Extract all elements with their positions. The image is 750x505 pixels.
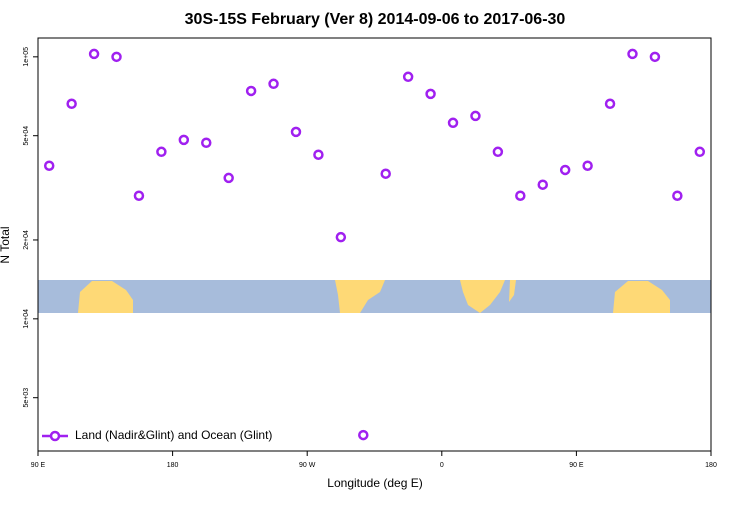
point [537, 179, 548, 190]
point [402, 71, 414, 83]
map-strip [38, 280, 711, 313]
point [380, 168, 391, 179]
point [559, 164, 571, 176]
point [470, 110, 481, 122]
point [358, 429, 369, 441]
y-tick-label: 1e+04 [23, 309, 30, 329]
x-tick-label: 180 [705, 462, 717, 469]
point [66, 98, 77, 110]
plot-frame [37, 37, 712, 452]
y-tick-label: 5e+03 [23, 388, 30, 408]
point [582, 160, 593, 171]
point [694, 146, 706, 158]
point [425, 88, 436, 100]
x-tick-label: 90 W [299, 462, 316, 469]
x-axis-label: Longitude (deg E) [327, 476, 422, 490]
legend-marker [49, 430, 61, 442]
point [290, 126, 302, 138]
point [627, 48, 638, 60]
x-tick-label: 90 E [31, 462, 46, 469]
x-tick-label: 180 [167, 462, 179, 469]
point [492, 146, 504, 158]
y-axis-label: N Total [0, 226, 12, 263]
x-tick-label: 0 [440, 462, 444, 469]
y-tick-label: 1e+05 [23, 47, 30, 67]
y-tick-label: 2e+04 [23, 230, 30, 250]
point [268, 78, 279, 90]
y-tick-label: 5e+04 [23, 126, 30, 146]
point [672, 190, 683, 201]
point [604, 98, 616, 110]
chart-title: 30S-15S February (Ver 8) 2014-09-06 to 2… [185, 11, 566, 28]
point [515, 190, 526, 201]
point [649, 51, 661, 63]
x-tick-label: 90 E [569, 462, 584, 469]
legend-label: Land (Nadir&Glint) and Ocean (Glint) [75, 428, 272, 442]
point [223, 172, 234, 184]
point [156, 146, 167, 158]
point [313, 149, 324, 160]
point [43, 160, 55, 171]
point [245, 85, 257, 97]
point [111, 51, 122, 63]
point [447, 117, 459, 129]
point [335, 231, 347, 243]
point [88, 48, 100, 60]
point [133, 190, 145, 201]
point [178, 134, 190, 146]
point [201, 137, 212, 148]
